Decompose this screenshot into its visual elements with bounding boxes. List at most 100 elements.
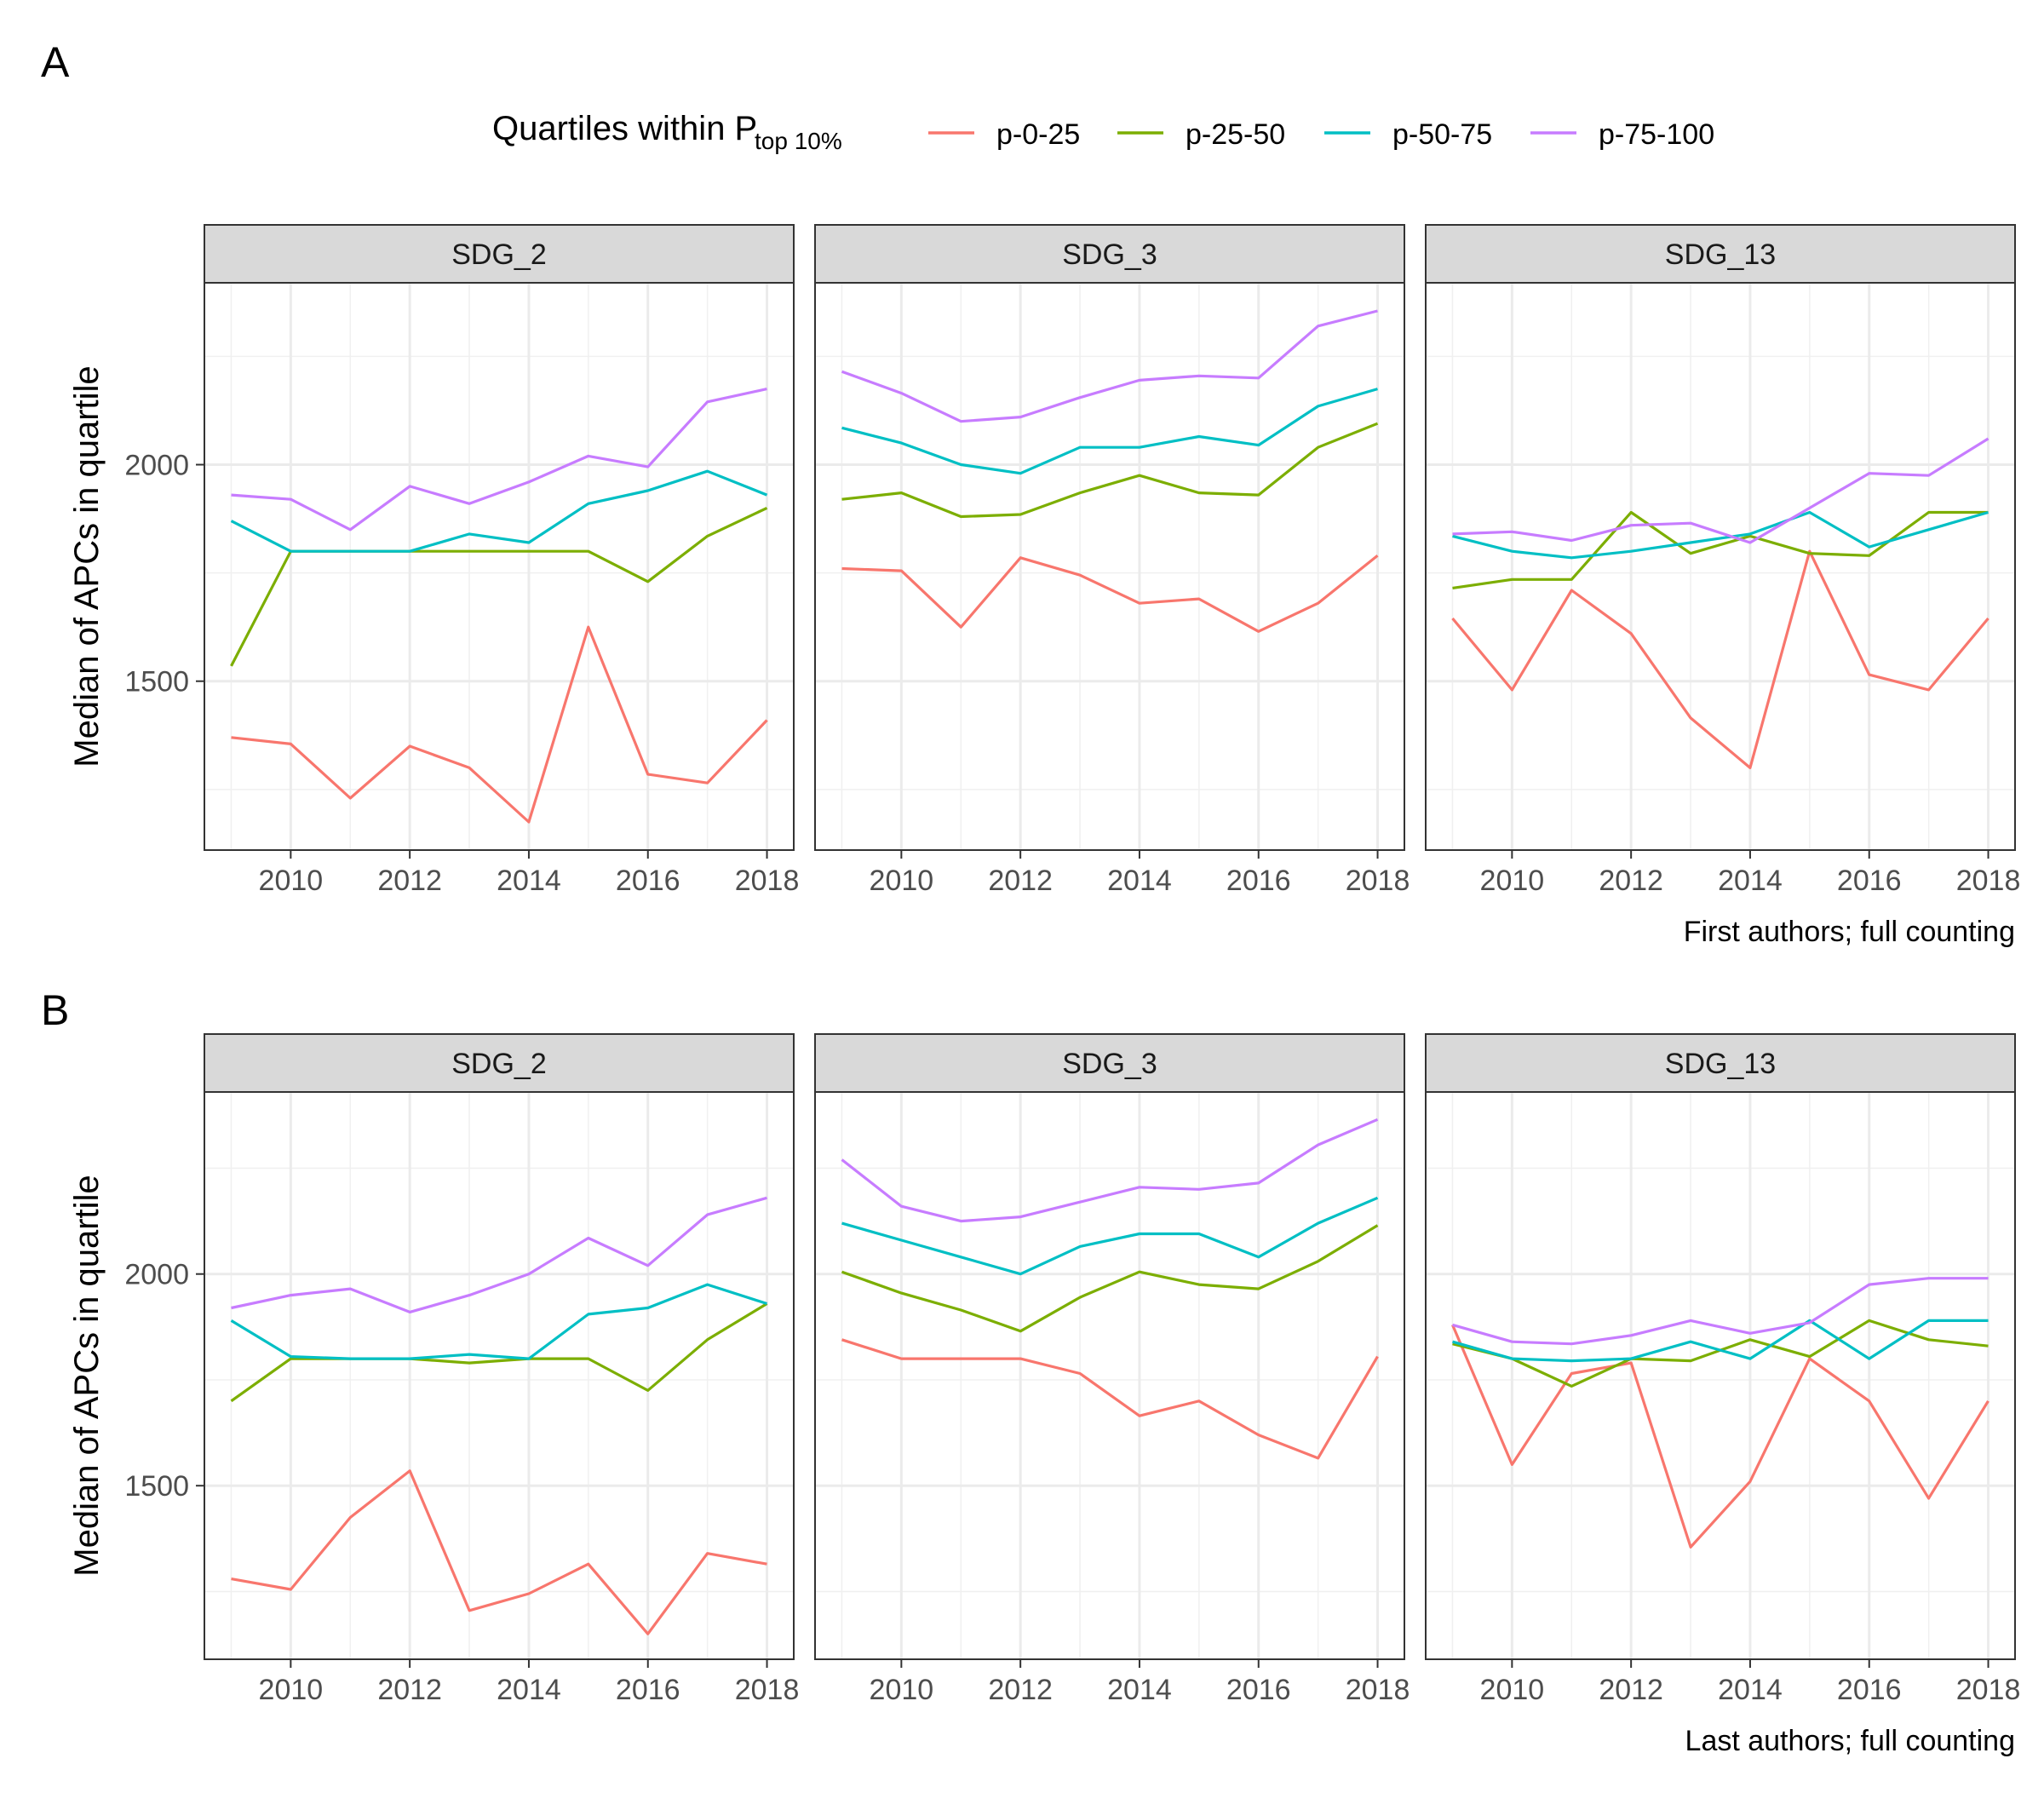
panel-border [814, 1091, 1405, 1660]
series-line-p-0-25 [841, 555, 1379, 633]
gridlines [204, 283, 794, 850]
series-lines [1451, 437, 1989, 770]
gridlines [815, 283, 1404, 850]
y-tick-label: 2000 [124, 1259, 189, 1291]
series-lines [230, 1196, 768, 1635]
panel-border [204, 282, 795, 851]
facet-strip [814, 1033, 1405, 1093]
panel-border [814, 282, 1405, 851]
x-tick-label: 2012 [377, 865, 442, 897]
x-tick-label: 2010 [870, 865, 934, 897]
legend-title-subscript: top 10% [755, 128, 842, 154]
series-line-p-50-75 [230, 469, 768, 553]
y-axis-label: Median of APCs in quartile [68, 365, 106, 767]
x-tick-label: 2018 [1956, 865, 2021, 897]
facet-strip [1425, 1033, 2016, 1093]
series-line-p-75-100 [231, 388, 767, 532]
series-line-p-50-75 [841, 388, 1378, 475]
gridlines [1426, 1092, 2015, 1659]
series-lines [1451, 1277, 1989, 1549]
facet-sdg-13: SDG_13 2010 2012 2014 2016 2018 [1425, 1033, 2021, 1706]
plot-background [204, 1092, 794, 1659]
series-line-p-0-25 [841, 1338, 1379, 1460]
series-line-p-0-25 [231, 625, 768, 824]
facet-sdg-2: SDG_2 2010 2012 2014 2016 2018 1500 2000 [124, 1033, 800, 1706]
x-tick-label: 2010 [870, 1674, 934, 1706]
chart-panel-b: B Median of APCs in quartile Last authors;… [41, 986, 2020, 1757]
series-line-p-50-75 [1452, 1319, 1989, 1363]
x-tick-label: 2012 [1599, 865, 1663, 897]
caption: Last authors; full counting [1685, 1725, 2015, 1757]
y-axis-label: Median of APCs in quartile [68, 1175, 106, 1576]
x-tick-label: 2014 [1107, 1674, 1172, 1706]
legend-title: Quartiles within P [492, 110, 757, 147]
gridlines [815, 1092, 1404, 1659]
x-tick-label: 2018 [1346, 865, 1410, 897]
facet-strip-label: SDG_13 [1665, 238, 1776, 271]
facet-sdg-3: SDG_3 2010 2012 2014 2016 2018 [814, 1033, 1410, 1706]
panel-border [204, 1091, 795, 1660]
x-tick-label: 2018 [735, 865, 800, 897]
x-tick-label: 2014 [497, 865, 561, 897]
facet-strip-label: SDG_2 [451, 238, 547, 271]
x-tick-label: 2016 [1837, 1674, 1902, 1706]
plot-background [204, 283, 794, 850]
panel-border [1425, 1091, 2016, 1660]
facet-strip [204, 1033, 795, 1093]
series-line-p-0-25 [1451, 1324, 1989, 1549]
y-tick-label: 1500 [124, 1470, 189, 1503]
legend-item: p-0-25 [928, 118, 1080, 151]
x-tick-label: 2018 [1346, 1674, 1410, 1706]
series-line-p-25-50 [841, 422, 1379, 519]
legend-item: p-75-100 [1530, 118, 1714, 151]
x-tick-label: 2014 [497, 1674, 561, 1706]
x-tick-label: 2014 [1718, 865, 1783, 897]
x-tick-label: 2016 [616, 1674, 680, 1706]
x-tick-label: 2010 [259, 865, 324, 897]
series-line-p-0-25 [231, 1469, 767, 1635]
x-tick-label: 2018 [1956, 1674, 2021, 1706]
facet-strip-label: SDG_3 [1062, 238, 1157, 271]
facet-strip [814, 224, 1405, 284]
x-tick-label: 2012 [988, 1674, 1053, 1706]
legend-item: p-50-75 [1324, 118, 1492, 151]
chart-panel-a: A Median of APCs in quartile First authors… [41, 38, 2020, 948]
x-tick-label: 2014 [1107, 865, 1172, 897]
series-lines [841, 309, 1379, 633]
facet-sdg-3: SDG_3 2010 2012 2014 2016 2018 [814, 224, 1410, 897]
series-line-p-50-75 [1452, 510, 1989, 560]
x-tick-label: 2016 [616, 865, 680, 897]
x-tick-label: 2016 [1226, 865, 1291, 897]
y-tick-label: 1500 [124, 666, 189, 698]
x-tick-label: 2012 [377, 1674, 442, 1706]
series-line-p-75-100 [1452, 437, 1989, 544]
x-tick-label: 2012 [988, 865, 1053, 897]
x-tick-label: 2016 [1837, 865, 1902, 897]
legend-label: p-50-75 [1392, 118, 1492, 151]
facet-strip-label: SDG_3 [1062, 1048, 1157, 1080]
facet-strip [1425, 224, 2016, 284]
series-line-p-50-75 [230, 1283, 767, 1360]
plot-background [1426, 283, 2015, 850]
panel-border [1425, 282, 2016, 851]
y-tick-label: 2000 [124, 450, 189, 482]
x-tick-label: 2018 [735, 1674, 800, 1706]
series-lines [841, 1118, 1379, 1460]
facet-strip-label: SDG_2 [451, 1048, 547, 1080]
legend-label: p-0-25 [996, 118, 1080, 151]
plot-background [815, 283, 1404, 850]
legend-label: p-25-50 [1186, 118, 1285, 151]
plot-background [815, 1092, 1404, 1659]
facet-strip-label: SDG_13 [1665, 1048, 1776, 1080]
series-line-p-75-100 [1452, 1277, 1989, 1346]
facet-sdg-13: SDG_13 2010 2012 2014 2016 2018 [1425, 224, 2021, 897]
series-line-p-50-75 [841, 1196, 1379, 1276]
gridlines [1426, 283, 2015, 850]
x-tick-label: 2012 [1599, 1674, 1663, 1706]
x-tick-label: 2010 [259, 1674, 324, 1706]
facet-sdg-2: SDG_2 2010 2012 2014 2016 2018 1500 2000 [124, 224, 800, 897]
series-line-p-75-100 [231, 1196, 767, 1314]
